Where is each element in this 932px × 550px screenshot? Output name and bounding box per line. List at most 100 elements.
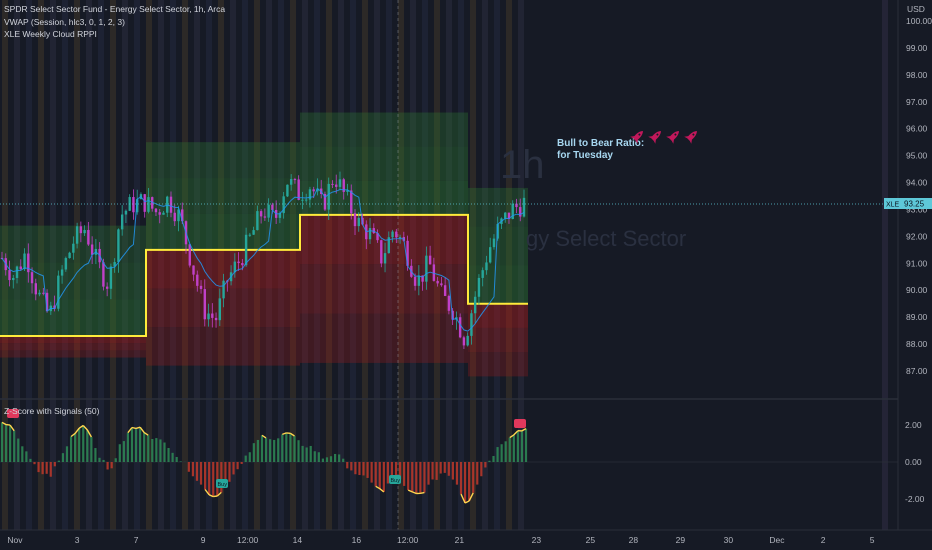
candle-body <box>443 285 447 296</box>
candle-body <box>256 211 259 231</box>
sell-signal-box <box>514 419 526 428</box>
buy-signal: Buy <box>389 475 401 484</box>
candle-body <box>417 275 421 286</box>
candle-body <box>158 212 161 215</box>
session-stripe <box>398 0 404 530</box>
candle-body <box>376 233 379 241</box>
session-stripe <box>266 0 272 530</box>
candle-body <box>214 317 218 321</box>
candle-body <box>34 283 37 295</box>
candle-body <box>278 213 282 218</box>
session-stripe <box>98 0 104 530</box>
session-stripe <box>350 0 356 530</box>
candle-body <box>477 277 481 297</box>
oscillator-axis-tick: 0.00 <box>905 457 922 467</box>
candle-body <box>203 289 206 320</box>
session-stripe <box>14 0 20 530</box>
session-stripe <box>182 0 188 530</box>
session-stripe <box>494 0 500 530</box>
time-axis-tick: 30 <box>724 535 734 545</box>
zscore-oscillator: Buy Buy <box>0 409 898 504</box>
rocket-body <box>651 131 661 141</box>
cloud-bull-band <box>0 299 146 336</box>
time-axis-background[interactable] <box>0 530 932 550</box>
candle-body <box>406 240 409 266</box>
candle-body <box>124 210 128 215</box>
session-stripe <box>218 0 224 530</box>
candle-body <box>391 231 394 238</box>
time-axis[interactable]: Nov 3 7 9 12:00 14 16 12:00 21 23 25 28 29 30 Dec 2 5 <box>7 535 874 545</box>
candle-body <box>196 274 199 286</box>
candle-body <box>132 197 135 213</box>
price-axis[interactable]: USD 100.00 99.00 98.00 97.00 96.00 95.00 94.00 9… <box>906 4 932 376</box>
candle-body <box>173 212 176 222</box>
session-stripe <box>254 0 260 530</box>
candle-body <box>263 216 267 218</box>
session-stripe <box>518 0 524 530</box>
rocket-window <box>656 133 659 136</box>
rocket-window <box>692 133 695 136</box>
rocket-fins <box>630 136 638 144</box>
candle-body <box>293 179 297 181</box>
cloud-bear-band <box>300 264 468 314</box>
candle-body <box>519 207 522 217</box>
cloud-midline <box>0 213 528 337</box>
price-axis-tick: 99.00 <box>906 43 928 53</box>
oscillator-axis[interactable]: 2.00 0.00 -2.00 <box>905 420 925 504</box>
candle-body <box>492 238 496 248</box>
candle-body <box>327 183 330 210</box>
candle-body <box>241 263 244 266</box>
price-axis-tick: 98.00 <box>906 70 928 80</box>
candle-body <box>297 179 300 200</box>
candle-body <box>87 229 90 245</box>
candle-body <box>271 204 274 210</box>
candle-body <box>387 237 391 254</box>
candle-body <box>289 179 293 185</box>
price-axis-background[interactable] <box>898 0 932 530</box>
indicator-cloud-legend[interactable]: XLE Weekly Cloud RPPI <box>4 29 97 39</box>
price-axis-tick: 92.00 <box>906 231 928 241</box>
candle-body <box>120 214 124 230</box>
candle-body <box>30 272 34 284</box>
cloud-bear-band <box>0 343 146 351</box>
candle-body <box>188 244 191 266</box>
session-stripe <box>338 0 344 530</box>
sell-signal-box <box>7 409 19 418</box>
candle-body <box>162 212 165 215</box>
indicator-vwap-legend[interactable]: VWAP (Session, hlc3, 0, 1, 2, 3) <box>4 17 125 27</box>
session-stripe <box>122 0 128 530</box>
price-axis-tick: 90.00 <box>906 285 928 295</box>
candle-body <box>154 208 158 213</box>
candle-body <box>109 266 113 289</box>
candle-body <box>83 229 86 234</box>
rocket-window <box>674 133 677 136</box>
price-axis-tick: 96.00 <box>906 124 928 134</box>
candle-body <box>323 193 327 210</box>
candle-body <box>45 292 49 312</box>
time-axis-tick: 21 <box>455 535 465 545</box>
cloud-bull-band <box>468 265 528 304</box>
rocket-fins <box>648 136 656 144</box>
candle-body <box>42 292 45 294</box>
cloud-bear-band <box>146 327 300 366</box>
cloud-bear-band <box>468 303 528 328</box>
session-stripe <box>38 0 44 530</box>
candle-body <box>515 203 518 208</box>
buy-signal-label: Buy <box>391 478 401 484</box>
candle-body <box>368 228 372 240</box>
session-stripe <box>170 0 176 530</box>
candle-body <box>380 240 383 264</box>
indicator-zscore-legend[interactable]: Z-Score with Signals (50) <box>4 406 100 416</box>
candle-body <box>316 188 319 192</box>
candle-body <box>485 262 488 271</box>
session-stripe <box>326 0 332 530</box>
session-stripe <box>86 0 92 530</box>
symbol-title[interactable]: SPDR Select Sector Fund - Energy Select … <box>4 4 226 14</box>
candle-body <box>15 266 19 278</box>
price-axis-tick: 100.00 <box>906 16 932 26</box>
candle-body <box>181 209 184 222</box>
candle-body <box>353 213 357 227</box>
candle-body <box>462 337 466 346</box>
cloud-bear-band <box>0 350 146 358</box>
